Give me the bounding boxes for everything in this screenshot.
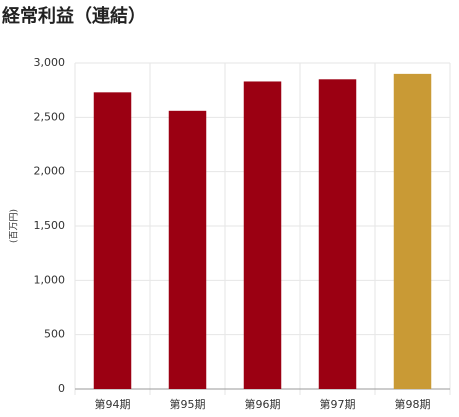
bar bbox=[168, 110, 207, 390]
x-tick-label: 第96期 bbox=[245, 397, 281, 411]
x-tick-label: 第98期 bbox=[395, 397, 431, 411]
y-tick-label: 3,000 bbox=[34, 56, 66, 69]
bar bbox=[93, 92, 132, 389]
bar bbox=[243, 81, 282, 390]
x-tick-label: 第97期 bbox=[320, 397, 356, 411]
y-tick-label: 1,000 bbox=[34, 273, 66, 286]
chart-title: 経常利益（連結） bbox=[2, 5, 146, 27]
x-tick-label: 第95期 bbox=[170, 397, 206, 411]
y-tick-label: 1,500 bbox=[34, 219, 66, 232]
y-tick-label: 2,500 bbox=[34, 110, 66, 123]
y-axis-label: (百万円) bbox=[9, 209, 20, 243]
y-tick-label: 2,000 bbox=[34, 165, 66, 178]
bar bbox=[393, 73, 432, 389]
x-tick-label: 第94期 bbox=[95, 397, 131, 411]
bar bbox=[318, 79, 357, 390]
y-tick-label: 0 bbox=[58, 382, 65, 395]
y-tick-label: 500 bbox=[44, 328, 65, 341]
